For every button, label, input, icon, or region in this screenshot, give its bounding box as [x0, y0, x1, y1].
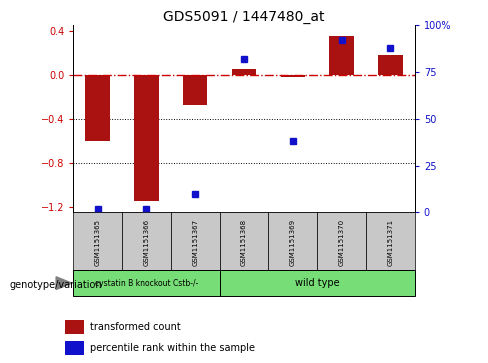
Text: percentile rank within the sample: percentile rank within the sample — [90, 343, 255, 353]
Bar — [73, 212, 122, 270]
Text: GSM1151365: GSM1151365 — [95, 219, 101, 266]
Text: GSM1151367: GSM1151367 — [192, 219, 198, 266]
Bar — [220, 270, 415, 296]
Polygon shape — [56, 277, 72, 290]
Title: GDS5091 / 1447480_at: GDS5091 / 1447480_at — [163, 11, 325, 24]
Bar — [171, 212, 220, 270]
Text: GSM1151371: GSM1151371 — [387, 219, 393, 266]
Bar — [378, 55, 403, 75]
Bar — [232, 69, 256, 75]
Text: GSM1151368: GSM1151368 — [241, 219, 247, 266]
Text: GSM1151370: GSM1151370 — [339, 219, 345, 266]
Text: GSM1151366: GSM1151366 — [143, 219, 149, 266]
Bar — [134, 75, 159, 201]
Bar — [65, 320, 84, 334]
Bar — [73, 270, 220, 296]
Bar — [268, 212, 317, 270]
Bar — [85, 75, 110, 141]
Text: transformed count: transformed count — [90, 322, 181, 332]
Text: wild type: wild type — [295, 278, 340, 288]
Text: genotype/variation: genotype/variation — [10, 280, 102, 290]
Text: GSM1151369: GSM1151369 — [290, 219, 296, 266]
Bar — [366, 212, 415, 270]
Bar — [183, 75, 207, 105]
Bar — [122, 212, 171, 270]
Bar — [317, 212, 366, 270]
Text: cystatin B knockout Cstb-/-: cystatin B knockout Cstb-/- — [95, 279, 198, 287]
Bar — [65, 341, 84, 355]
Bar — [281, 75, 305, 77]
Bar — [220, 212, 268, 270]
Bar — [329, 36, 354, 75]
